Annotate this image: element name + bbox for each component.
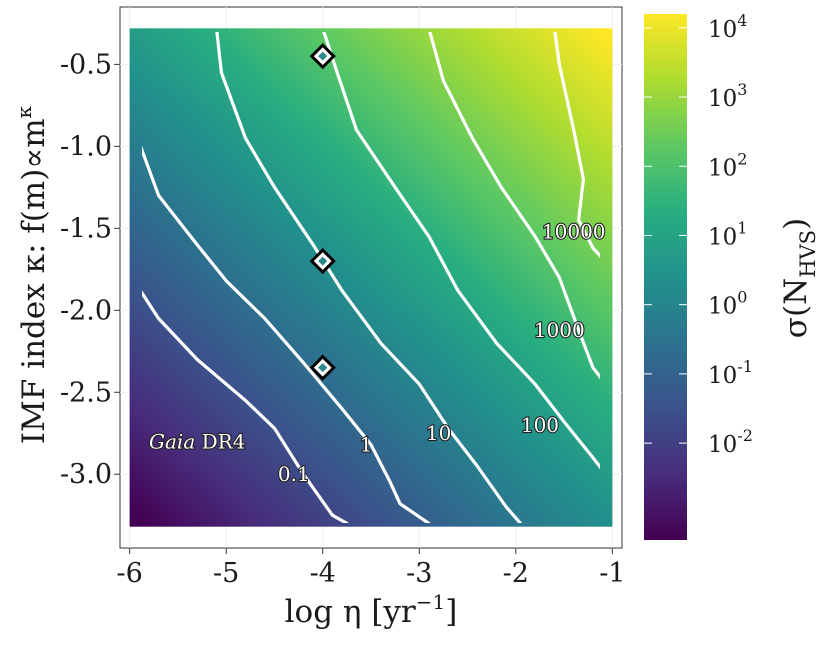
colorbar-tick-label: 10-1	[708, 357, 753, 389]
x-tick-label: -4	[310, 558, 336, 589]
x-tick-label: -5	[213, 558, 239, 589]
colorbar-title-end: )	[778, 218, 814, 230]
contour-label-1000: 1000	[534, 318, 585, 342]
y-axis-title-main: IMF index κ: f(m)∝m	[16, 118, 52, 444]
y-tick-label: -2.5	[60, 377, 112, 408]
x-axis-title-end: ]	[445, 594, 457, 630]
colorbar-tick-label: 101	[708, 218, 747, 250]
y-tick-label: -0.5	[60, 49, 112, 80]
colorbar-title-sub: HVS	[796, 230, 820, 278]
contour-line-1000	[428, 32, 600, 380]
marker-core-1	[318, 51, 328, 61]
gaia-italic: Gaia	[149, 429, 195, 453]
contour-line-1	[142, 145, 431, 523]
colorbar-tick-base: 10	[708, 363, 737, 389]
contour-label-100: 100	[521, 413, 559, 437]
colorbar-tick-base: 10	[708, 224, 737, 250]
colorbar-tick-exp: 1	[737, 218, 747, 237]
x-tick-label: -6	[116, 558, 142, 589]
colorbar-tick-label: 104	[708, 11, 747, 43]
colorbar-tick-exp: 0	[737, 288, 747, 307]
colorbar-tick-base: 10	[708, 17, 737, 43]
contour-line-10	[215, 32, 523, 523]
colorbar-tick-label: 100	[708, 288, 747, 320]
x-axis-title-main: log η [yr	[285, 594, 416, 630]
contour-label-0.1: 0.1	[278, 462, 310, 486]
x-tick-label: -1	[599, 558, 625, 589]
contour-labels: 0.1 1 10 100 1000 10000	[277, 218, 607, 487]
contour-line-100	[322, 32, 600, 470]
colorbar-title-main: σ(N	[778, 278, 814, 338]
colorbar-tick-label: 102	[708, 149, 747, 181]
colorbar-tick-base: 10	[708, 432, 737, 458]
x-tick-label: -2	[503, 558, 529, 589]
colorbar-tick-exp: 3	[737, 80, 747, 99]
y-tick-label: -1.5	[60, 213, 112, 244]
colorbar-title: σ(NHVS)	[778, 218, 820, 338]
colorbar-tick-base: 10	[708, 155, 737, 181]
colorbar-tick-exp: -2	[737, 426, 753, 445]
colorbar-tick-exp: 4	[737, 11, 747, 30]
colorbar	[644, 14, 687, 540]
y-axis-title: IMF index κ: f(m)∝mκ	[12, 105, 52, 444]
y-axis-title-sup: κ	[12, 105, 36, 118]
contour-label-10: 10	[426, 421, 451, 445]
x-axis-ticks: -6 -5 -4 -3 -2 -1	[116, 548, 626, 589]
x-axis-title-sup: −1	[416, 590, 445, 614]
x-axis-title: log η [yr−1]	[285, 590, 458, 630]
colorbar-tick-label: 103	[708, 80, 747, 112]
marker-core-3	[318, 363, 328, 373]
y-axis-ticks: -0.5 -1.0 -1.5 -2.0 -2.5 -3.0	[60, 49, 120, 490]
contour-label-10000: 10000	[542, 220, 606, 244]
x-tick-label: -3	[406, 558, 432, 589]
y-tick-label: -3.0	[60, 459, 112, 490]
contour-line-0.1	[142, 290, 349, 523]
contour-label-1: 1	[360, 433, 373, 457]
colorbar-tick-label: 10-2	[708, 426, 753, 458]
gaia-dr4-annotation: Gaia DR4	[149, 429, 245, 453]
colorbar-tick-base: 10	[708, 86, 737, 112]
y-tick-label: -2.0	[60, 295, 112, 326]
contour-lines	[142, 32, 600, 523]
colorbar-tick-exp: 2	[737, 149, 747, 168]
dr4-text: DR4	[195, 429, 245, 453]
y-tick-label: -1.0	[60, 131, 112, 162]
marker-core-2	[318, 256, 328, 266]
markers	[309, 43, 336, 381]
colorbar-tick-base: 10	[708, 294, 737, 320]
contour-line-10000	[553, 32, 600, 259]
colorbar-tick-exp: -1	[737, 357, 753, 376]
